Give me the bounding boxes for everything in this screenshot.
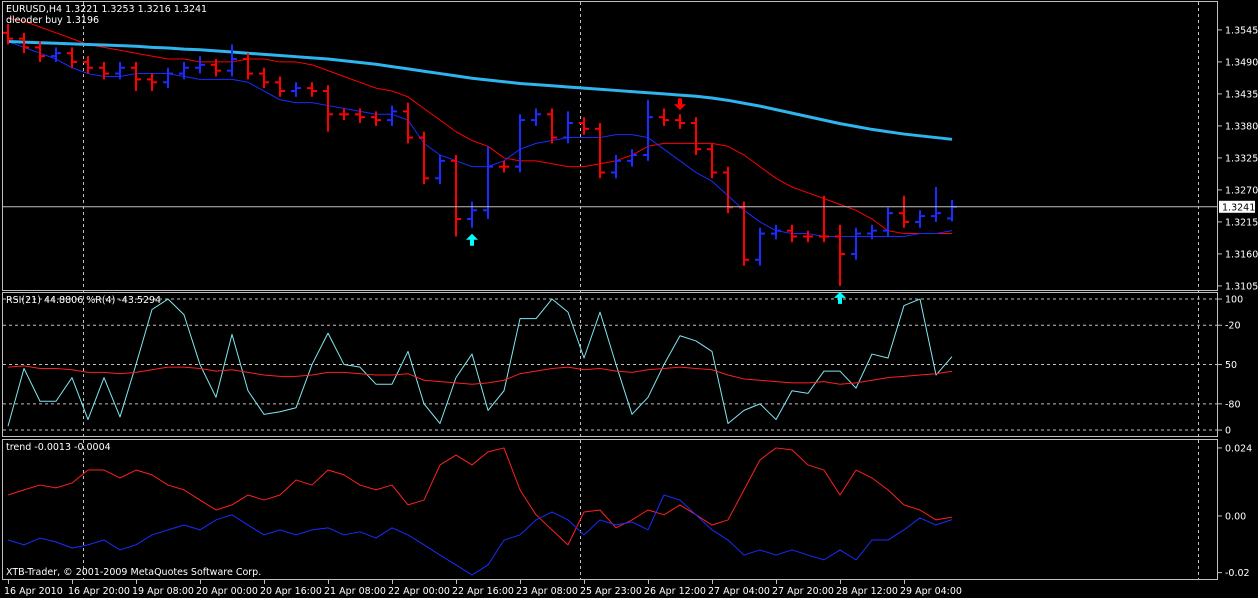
y-tick-label: 0.00 [1225,511,1246,522]
x-tick-label: 19 Apr 08:00 [132,586,194,597]
buy-arrow [466,233,478,246]
y-tick-label: 1.3105 [1225,281,1258,292]
x-tick-label: 20 Apr 00:00 [196,586,258,597]
x-tick-label: 29 Apr 04:00 [900,586,962,597]
x-tick-label: 20 Apr 16:00 [260,586,322,597]
footer: XTB-Trader, © 2001-2009 MetaQuotes Softw… [6,567,261,578]
price-pane-frame [2,1,1218,291]
y-tick-label: 1.3490 [1225,57,1258,68]
x-tick-label: 22 Apr 16:00 [452,586,514,597]
y-tick-label: 1.3325 [1225,153,1258,164]
x-tick-label: 27 Apr 04:00 [708,586,770,597]
y-tick-label: 1.3270 [1225,185,1258,196]
y-tick-label: -20 [1225,321,1241,332]
x-tick-label: 26 Apr 12:00 [644,586,706,597]
x-tick-label: 22 Apr 00:00 [388,586,450,597]
x-tick-label: 23 Apr 08:00 [516,586,578,597]
x-tick-label: 16 Apr 20:00 [68,586,130,597]
y-tick-label: 50 [1225,360,1237,371]
series-line [7,41,953,237]
trend-pane-frame [2,439,1218,580]
y-tick-label: 1.3380 [1225,121,1258,132]
x-tick-label: 21 Apr 08:00 [324,586,386,597]
pane-title: RSI(21) 44.8806 %R(4) -43.5294 [6,295,161,306]
series-line [7,494,953,576]
annotation: dleoder buy 1.3196 [6,15,99,26]
pane-title: EURUSD,H4 1.3221 1.3253 1.3216 1.3241 [6,4,207,15]
y-tick-label: 1.3545 [1225,25,1258,36]
current-price-label: 1.3241 [1222,202,1255,213]
y-tick-label: 1.3160 [1225,249,1258,260]
x-tick-label: 28 Apr 12:00 [836,586,898,597]
x-tick-label: 27 Apr 20:00 [772,586,834,597]
y-tick-label: 100 [1225,295,1243,306]
y-tick-label: -80 [1225,399,1241,410]
series-line [7,298,953,427]
y-tick-label: 0.024 [1225,443,1252,454]
pane-title: trend -0.0013 -0.0004 [6,442,111,453]
x-tick-label: 25 Apr 23:00 [580,586,642,597]
plot-layer: 16 Apr 2010 16 Apr 20:00 19 Apr 08:00 20 Ap… [3,4,1258,597]
buy-arrow [834,291,846,304]
y-tick-label: 1.3215 [1225,217,1258,228]
rsi-pane-frame [2,292,1218,437]
series-line [7,447,953,546]
y-tick-label: 0 [1225,426,1231,437]
y-tick-label: 1.3435 [1225,89,1258,100]
series-line [7,365,953,385]
sell-arrow [674,98,686,111]
current-price-box [1219,200,1255,213]
series-line [7,17,952,235]
y-tick-label: -0.02 [1225,568,1250,579]
x-tick-label: 16 Apr 2010 [4,586,63,597]
series-line [7,40,953,141]
